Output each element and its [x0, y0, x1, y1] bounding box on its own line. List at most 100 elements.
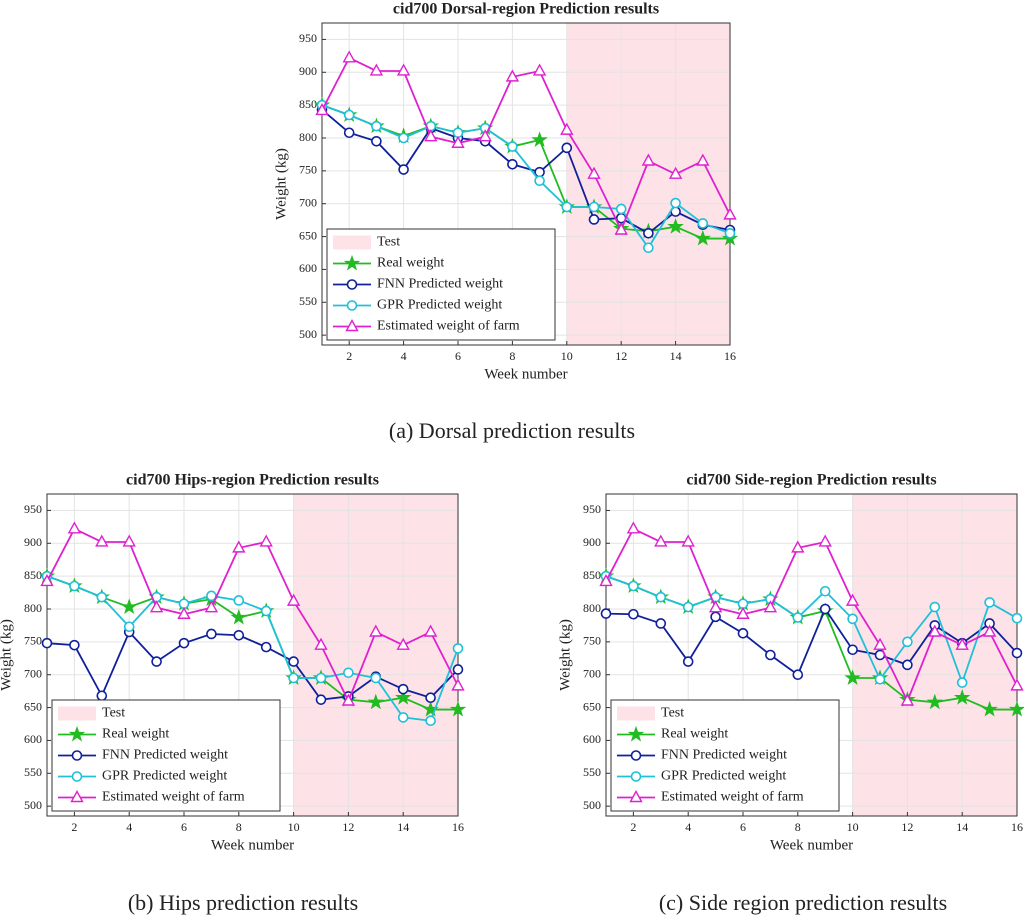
marker: [398, 132, 409, 144]
series-line: [321, 56, 731, 233]
marker: [694, 229, 712, 246]
y-tick-label: 950: [299, 31, 317, 45]
marker: [396, 63, 411, 76]
chart-title: cid700 Dorsal-region Prediction results: [393, 1, 659, 18]
axes-frame: [321, 22, 731, 346]
marker: [96, 690, 108, 702]
marker: [398, 164, 409, 175]
marker: [929, 601, 941, 613]
legend-label: Test: [661, 706, 684, 721]
marker: [67, 521, 82, 534]
marker: [847, 613, 858, 625]
y-tick-label: 700: [299, 195, 317, 209]
legend-label: Estimated weight of farm: [661, 790, 804, 805]
marker: [682, 656, 694, 667]
marker: [626, 521, 641, 534]
test-region: [293, 494, 458, 816]
marker: [847, 644, 858, 656]
marker: [120, 598, 138, 615]
y-tick-label: 700: [583, 666, 601, 680]
marker: [560, 122, 574, 135]
marker: [95, 534, 109, 547]
marker: [367, 693, 385, 710]
marker: [41, 637, 53, 649]
legend-swatch: [617, 706, 655, 721]
legend-label: Real weight: [377, 256, 444, 271]
marker: [873, 637, 887, 650]
marker: [710, 611, 721, 623]
legend-marker: [630, 771, 642, 782]
marker: [643, 242, 654, 254]
legend-marker: [71, 750, 83, 761]
marker: [682, 601, 694, 613]
chart: 500 550 600 650 700 750 800 850 900 950 2 4 6 8 10 12 14…: [0, 472, 467, 915]
marker: [452, 643, 464, 654]
marker: [587, 166, 601, 179]
x-tick-label: 8: [236, 820, 242, 834]
marker: [425, 715, 436, 727]
marker: [149, 600, 164, 613]
marker: [956, 677, 968, 688]
marker: [668, 166, 683, 179]
chart: 500 550 600 650 700 750 800 850 900 950 2 4 6 8 10 12 14…: [273, 1, 739, 443]
x-axis-label: Week number: [211, 837, 294, 853]
marker: [122, 534, 136, 547]
marker: [982, 624, 997, 637]
marker: [844, 669, 861, 685]
x-tick-label: 2: [71, 820, 77, 834]
y-tick-label: 550: [24, 765, 42, 779]
legend-label: GPR Predicted weight: [377, 298, 502, 313]
marker: [845, 593, 860, 606]
legend-marker: [68, 725, 86, 742]
legend-label: FNN Predicted weight: [102, 748, 228, 763]
marker: [233, 629, 245, 641]
marker: [902, 659, 913, 671]
chart-title: cid700 Side-region Prediction results: [686, 472, 936, 489]
marker: [424, 129, 438, 142]
y-tick-label: 750: [583, 634, 601, 648]
marker: [599, 573, 613, 587]
legend-label: FNN Predicted weight: [661, 748, 787, 763]
marker: [696, 153, 710, 166]
x-tick-label: 4: [126, 820, 132, 834]
marker: [819, 585, 831, 597]
marker: [955, 637, 969, 650]
marker: [425, 692, 436, 704]
series-line: [605, 575, 1018, 686]
marker: [260, 641, 272, 653]
marker: [723, 207, 737, 220]
x-axis-label: Week number: [770, 837, 853, 853]
legend-label: Estimated weight of farm: [377, 319, 520, 334]
marker: [96, 591, 108, 603]
marker: [819, 603, 831, 615]
marker: [396, 637, 410, 650]
marker: [588, 201, 600, 213]
y-tick-label: 500: [24, 798, 42, 812]
marker: [928, 624, 942, 637]
y-tick-label: 850: [299, 97, 317, 111]
legend-swatch: [58, 706, 96, 721]
legend-label: Real weight: [661, 727, 728, 742]
marker: [123, 621, 135, 633]
y-tick-label: 750: [24, 634, 42, 648]
marker: [178, 637, 190, 649]
x-tick-label: 16: [452, 820, 464, 834]
x-tick-label: 10: [847, 820, 859, 834]
x-tick-label: 2: [346, 349, 352, 363]
marker: [260, 605, 272, 617]
marker: [926, 693, 944, 710]
marker: [315, 672, 327, 684]
marker: [655, 618, 667, 629]
marker: [1011, 612, 1023, 624]
marker: [177, 606, 191, 619]
legend-marker: [345, 319, 359, 332]
y-axis-label: Weight (kg): [557, 619, 573, 691]
marker: [343, 667, 354, 679]
marker: [343, 127, 355, 139]
marker: [342, 50, 356, 63]
y-tick-label: 700: [24, 666, 42, 680]
x-axis-label: Week number: [484, 366, 567, 382]
marker: [643, 227, 654, 239]
marker: [230, 608, 248, 625]
